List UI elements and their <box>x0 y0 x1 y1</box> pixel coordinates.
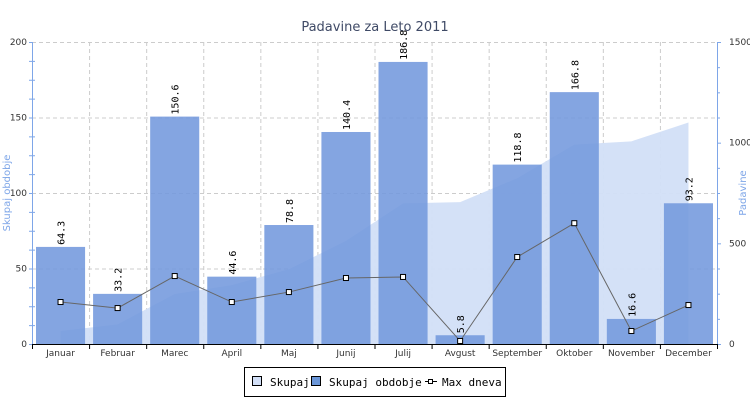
x-tick-label: April <box>222 349 243 359</box>
x-tick-label: Februar <box>100 349 135 359</box>
x-tick-label: Avgust <box>445 349 476 359</box>
chart-title: Padavine za Leto 2011 <box>301 20 448 35</box>
legend-marker-max-dneva <box>428 379 433 384</box>
line-series <box>57 220 692 344</box>
y-tick-label: 50 <box>16 265 28 275</box>
x-tick-label: November <box>608 349 655 359</box>
y2-tick-label: 1500 <box>729 38 750 48</box>
y-tick-label: 150 <box>10 114 27 124</box>
point-max-dneva <box>342 275 349 282</box>
y2-tick-label: 1000 <box>729 139 750 149</box>
point-max-dneva <box>457 337 464 344</box>
x-tick-label: Junij <box>335 349 355 359</box>
x-tick-label: December <box>665 349 712 359</box>
bar-junij <box>321 131 371 344</box>
legend: Skupaj Skupaj obdobje Max dneva <box>244 367 506 397</box>
legend-label-max-dneva: Max dneva <box>442 376 502 389</box>
point-max-dneva <box>114 305 121 312</box>
line-max-dneva <box>60 222 689 342</box>
bar-value-label: 150.6 <box>171 84 182 114</box>
point-max-dneva <box>400 273 407 280</box>
legend-label-skupaj: Skupaj <box>270 376 310 389</box>
point-max-dneva <box>228 299 235 306</box>
bar-value-label: 140.4 <box>342 100 353 130</box>
bar-value-label: 64.3 <box>57 221 68 245</box>
bar-series: 64.3 33.2 150.6 44.6 78.8 140.4 186.8 5.8 118.8 1… <box>36 30 713 345</box>
y-tick-label: 200 <box>10 38 27 48</box>
bar-februar <box>93 293 143 344</box>
bar-maj <box>264 225 314 344</box>
legend-swatch-skupaj <box>252 376 262 386</box>
point-max-dneva <box>685 302 692 309</box>
y2-tick-label: 500 <box>729 239 746 249</box>
y2-axis-title: Padavine <box>738 170 749 215</box>
y2-tick-label: 0 <box>729 340 735 350</box>
y-tick-label: 100 <box>10 189 27 199</box>
x-tick-label: Oktober <box>556 349 593 359</box>
axes: 0 50 100 150 200 0 500 1000 1500 Januar Februar Mar… <box>10 38 750 359</box>
bar-value-label: 186.8 <box>399 30 410 60</box>
point-max-dneva <box>571 220 578 227</box>
y-axis-title: Skupaj obdobje <box>2 155 13 232</box>
bar-value-label: 16.6 <box>627 293 638 317</box>
x-tick-label: Maj <box>281 349 297 359</box>
bar-julij <box>378 61 428 344</box>
bar-value-label: 166.8 <box>570 60 581 90</box>
x-tick-label: Januar <box>45 349 75 359</box>
x-tick-label: Julij <box>394 349 411 359</box>
bar-marec <box>150 116 200 345</box>
legend-label-skupaj-obdobje: Skupaj obdobje <box>329 376 422 389</box>
x-tick-label: September <box>492 349 542 359</box>
point-max-dneva <box>57 299 64 306</box>
bar-oktober <box>549 92 599 345</box>
bar-value-label: 44.6 <box>228 251 239 275</box>
x-tick-label: Marec <box>161 349 188 359</box>
y-tick-label: 0 <box>21 340 27 350</box>
point-max-dneva <box>171 273 178 280</box>
bar-value-label: 33.2 <box>114 268 125 292</box>
point-max-dneva <box>628 328 635 335</box>
bar-value-label: 78.8 <box>285 199 296 223</box>
bar-april <box>207 276 257 344</box>
bar-value-label: 93.2 <box>684 177 695 201</box>
legend-swatch-skupaj-obdobje <box>311 376 321 386</box>
bar-value-label: 118.8 <box>513 133 524 163</box>
bar-december <box>663 203 713 344</box>
bar-januar <box>36 246 86 344</box>
bar-value-label: 5.8 <box>456 315 467 333</box>
point-max-dneva <box>285 289 292 296</box>
point-max-dneva <box>514 254 521 261</box>
